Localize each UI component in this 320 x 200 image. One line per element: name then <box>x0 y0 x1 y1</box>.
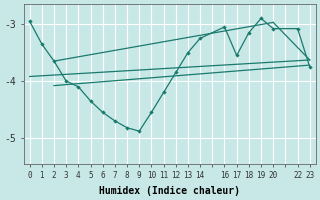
X-axis label: Humidex (Indice chaleur): Humidex (Indice chaleur) <box>99 186 240 196</box>
